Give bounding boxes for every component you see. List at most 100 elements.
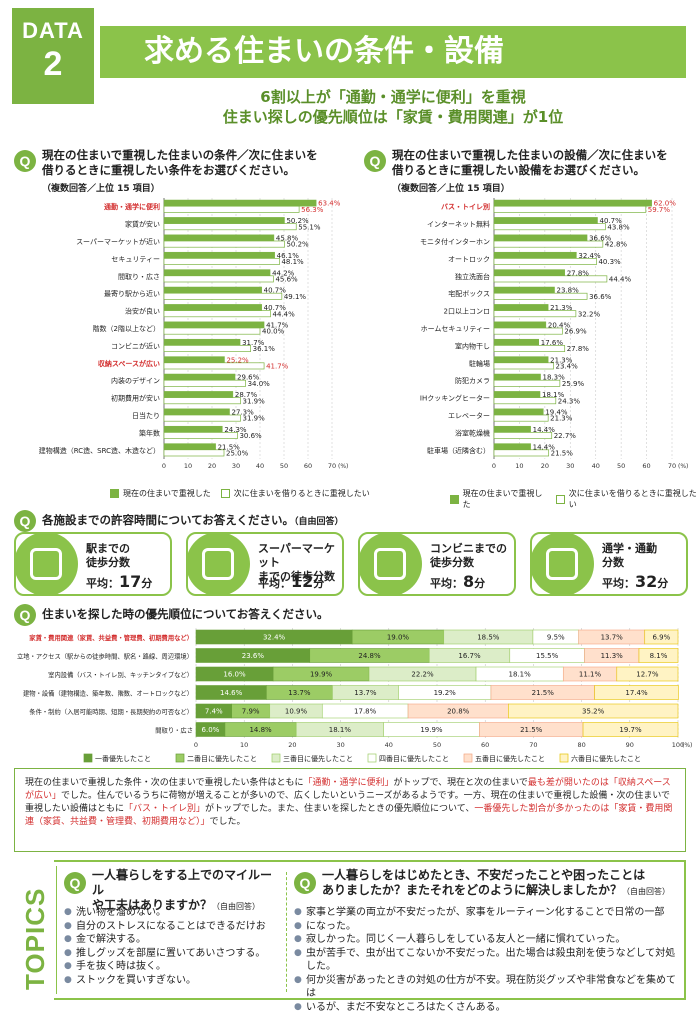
category-label: 階数（2階以上など） [93, 324, 160, 333]
segment-label: 13.7% [354, 689, 377, 697]
summary-text: がトップでした。また、住まいを探したときの優先順位について、 [205, 804, 474, 814]
segment-label: 19.0% [387, 634, 410, 642]
bar-current [494, 304, 548, 310]
bar-current [164, 252, 275, 258]
bar-current [494, 444, 531, 450]
segment-label: 19.2% [434, 689, 457, 697]
time-card: コンビニまでの徒歩分数平均：8分 [358, 532, 516, 596]
data-label-next: 27.8% [567, 345, 590, 353]
category-label: 最寄り駅から近い [104, 289, 160, 298]
time-card-value-label: 平均： [430, 577, 463, 590]
category-label: 間取り・広さ [155, 726, 193, 735]
title-bar: 求める住まいの条件・設備 [100, 26, 686, 78]
data-label-next: 31.9% [243, 397, 266, 405]
segment-label: 35.2% [582, 708, 605, 716]
time-card-unit: 分 [313, 577, 324, 590]
legend-label: 五番目に優先したこと [475, 754, 545, 763]
legend-swatch-current [450, 495, 459, 504]
x-tick-label: 0 [162, 462, 166, 470]
data-label-next: 55.1% [298, 223, 321, 231]
cart-icon [202, 548, 234, 580]
bar-next [164, 380, 246, 386]
x-tick-label: 0 [194, 741, 198, 749]
bar-current [494, 270, 565, 276]
q1-line2: 借りるときに重視したい条件をお選びください。 [42, 163, 318, 178]
legend-swatch [84, 754, 92, 762]
segment-label: 19.9% [310, 671, 333, 679]
segment-label: 20.8% [447, 708, 470, 716]
legend-equipment: 現在の住まいで重視した 次に住まいを借りるときに重視したい [450, 488, 698, 510]
segment-label: 24.8% [358, 652, 381, 660]
data-label-next: 49.1% [284, 293, 307, 301]
bar-current [494, 409, 543, 415]
category-label: 家賃・費用関連（家賃、共益費・管理費、初期費用など） [29, 633, 193, 642]
x-tick-label: 60 [304, 462, 312, 470]
topics-list-item: 寂しかった。同じく一人暮らしをしている友人と一緒に慣れていった。 [294, 933, 682, 947]
summary-text: でした。 [210, 817, 246, 827]
bar-next [164, 258, 279, 264]
q1-line1: 現在の住まいで重視した住まいの条件／次に住まいを [42, 148, 318, 163]
category-label: エレベーター [448, 411, 490, 420]
legend-label: 六番目に優先したこと [571, 754, 641, 763]
segment-label: 17.8% [354, 708, 377, 716]
bar-current [494, 357, 548, 363]
category-label: 治安が良い [125, 307, 160, 316]
bar-current [494, 217, 597, 223]
x-tick-label: 60 [642, 462, 650, 470]
time-card-value: 平均：32分 [602, 572, 668, 591]
time-card-value: 平均：17分 [86, 572, 152, 591]
x-tick-label: 50 [433, 741, 441, 749]
topics-left-q1: 一人暮らしをする上でのマイルール [92, 868, 282, 898]
x-tick-label: 70 [328, 462, 336, 470]
topics-right-note: （自由回答） [622, 887, 670, 896]
bar-current [164, 270, 270, 276]
data-label-next: 56.3% [301, 206, 324, 214]
time-card-minutes: 32 [635, 572, 657, 591]
summary-text: 現在の住まいで重視した条件・次の住まいで重視したい条件はともに [25, 778, 303, 788]
category-label: オートロック [448, 255, 490, 263]
time-card-unit: 分 [474, 577, 485, 590]
bar-next [164, 328, 260, 334]
topics-right-question: 一人暮らしをはじめたとき、不安だったことや困ったことは ありましたか？またそれを… [322, 868, 682, 899]
time-card-label: 駅までの徒歩分数 [86, 542, 130, 570]
data-label-next: 41.7% [266, 363, 289, 371]
data-label-next: 25.9% [562, 380, 585, 388]
category-label: 内装のデザイン [111, 376, 160, 385]
time-card-value: 平均：12分 [258, 572, 324, 591]
summary-highlight: 「通勤・通学に便利」 [303, 778, 393, 788]
q1-note: （複数回答／上位 15 項目） [42, 181, 160, 194]
bar-current [494, 287, 555, 293]
legend-label-current: 現在の住まいで重視した [123, 488, 211, 499]
data-label-current: 21.3% [550, 304, 573, 312]
data-label-next: 36.6% [589, 293, 612, 301]
time-card-value-label: 平均： [86, 577, 119, 590]
category-label: 日当たり [132, 411, 160, 420]
topics-divider [286, 872, 287, 992]
x-tick-label: 60 [481, 741, 489, 749]
bar-next [494, 276, 607, 282]
legend-label-current: 現在の住まいで重視した [463, 488, 546, 510]
segment-label: 13.7% [601, 634, 624, 642]
q2-text: 現在の住まいで重視した住まいの設備／次に住まいを 借りるときに重視したい設備をお… [392, 148, 668, 178]
bar-current [494, 322, 546, 328]
category-label: インターネット無料 [427, 220, 490, 229]
data-badge: DATA 2 [12, 8, 94, 104]
bar-next [164, 415, 241, 421]
data-label-current: 17.6% [541, 339, 564, 347]
category-label: 宅配ボックス [448, 289, 490, 298]
bar-next [494, 363, 554, 369]
bar-current [164, 200, 316, 206]
segment-label: 14.8% [249, 726, 272, 734]
segment-label: 21.5% [520, 726, 543, 734]
topics-list-item: 金で解決する。 [64, 933, 282, 947]
data-label-current: 27.8% [567, 269, 590, 277]
x-tick-label: 10 [240, 741, 248, 749]
data-label-next: 40.0% [262, 328, 285, 336]
category-label: 間取り・広さ [118, 272, 160, 281]
question-icon: Q [294, 872, 316, 894]
data-label-next: 44.4% [273, 310, 296, 318]
segment-label: 11.1% [579, 671, 602, 679]
